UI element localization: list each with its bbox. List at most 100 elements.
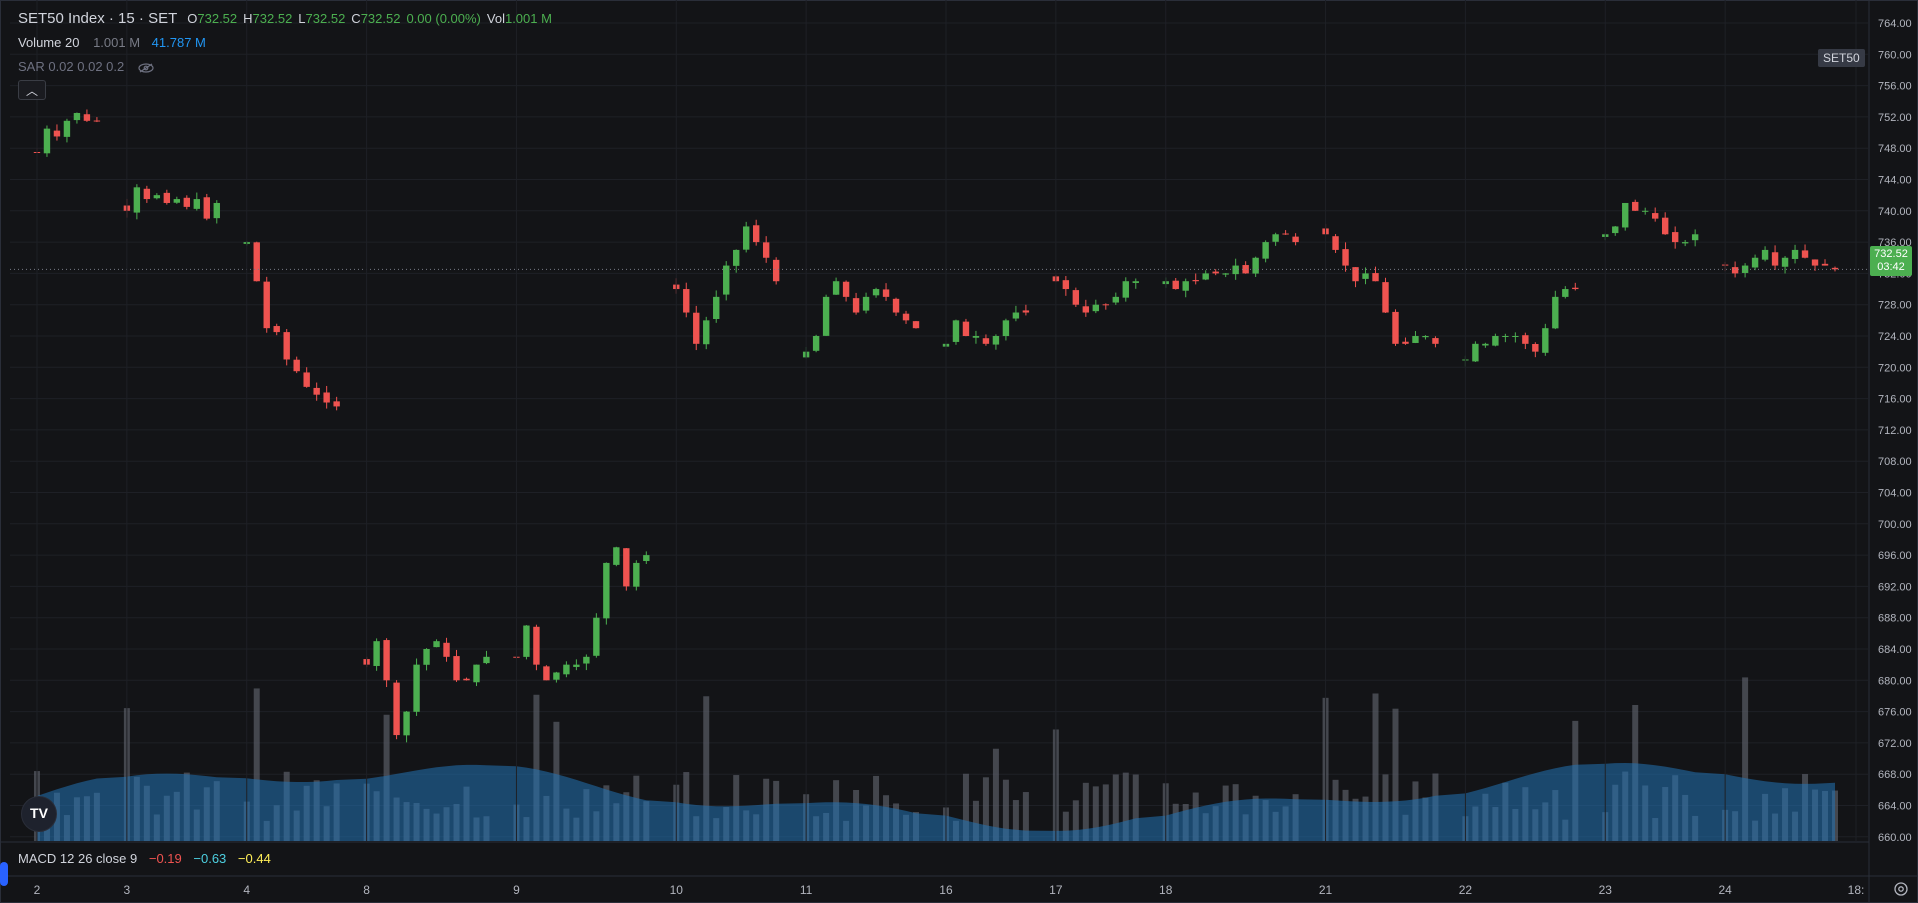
hidden-eye-icon[interactable] xyxy=(138,62,154,73)
x-tick-label: 11 xyxy=(800,883,813,897)
candle-body xyxy=(283,332,290,360)
volume-bar xyxy=(1102,784,1109,841)
candle-body xyxy=(1632,201,1639,211)
volume-bar xyxy=(1082,782,1089,841)
candle-body xyxy=(1412,336,1419,343)
candle-body xyxy=(443,642,450,657)
pane-resize-handle[interactable] xyxy=(0,862,8,886)
y-tick-label: 724.00 xyxy=(1878,331,1912,343)
last-price-value: 732.52 xyxy=(1874,248,1908,260)
candle-body xyxy=(1652,213,1659,219)
symbol-tag: SET50 xyxy=(1818,49,1865,67)
candle-body xyxy=(313,387,320,395)
candle-body xyxy=(1791,249,1799,259)
x-tick-label: 16 xyxy=(939,883,953,897)
candle-body xyxy=(812,336,820,351)
x-tick-label: 17 xyxy=(1049,883,1063,897)
high-value: 732.52 xyxy=(252,11,293,26)
candle-body xyxy=(583,656,590,664)
gear-icon[interactable] xyxy=(1893,881,1909,897)
candle-body xyxy=(1072,290,1080,305)
candle-body xyxy=(333,401,340,407)
x-tick-label: 4 xyxy=(243,883,250,897)
candle-body xyxy=(1012,312,1020,319)
y-tick-label: 664.00 xyxy=(1878,801,1912,813)
x-tick-label: 18 xyxy=(1159,883,1173,897)
macd-signal-value: −0.63 xyxy=(193,851,227,866)
y-tick-label: 668.00 xyxy=(1878,769,1912,781)
low-value: 732.52 xyxy=(305,11,346,26)
y-tick-label: 696.00 xyxy=(1878,550,1912,562)
candle-body xyxy=(962,321,970,336)
volume-bar xyxy=(982,777,989,841)
volume-bar xyxy=(972,800,979,841)
x-tick-label: 2 xyxy=(34,883,41,897)
macd-legend[interactable]: MACD 12 26 close 9 −0.19 −0.63 −0.44 xyxy=(18,851,275,866)
volume-bar xyxy=(1392,708,1399,841)
y-tick-label: 728.00 xyxy=(1878,300,1912,312)
candle-body xyxy=(1132,281,1139,283)
candle-body xyxy=(643,555,650,562)
sar-legend[interactable]: SAR 0.02 0.02 0.2 xyxy=(18,59,154,74)
candle-body xyxy=(83,114,91,121)
candle-body xyxy=(1112,296,1119,303)
candle-body xyxy=(1572,287,1579,290)
y-tick-label: 720.00 xyxy=(1878,362,1912,374)
candle-body xyxy=(483,656,490,664)
volume-bar xyxy=(1112,774,1119,841)
y-tick-label: 756.00 xyxy=(1878,81,1912,93)
candle-body xyxy=(1262,242,1269,259)
candle-body xyxy=(1502,336,1509,337)
symbol-title[interactable]: SET50 Index · 15 · SET xyxy=(18,10,178,27)
candle-body xyxy=(1512,336,1519,337)
candle-body xyxy=(1062,280,1070,290)
x-tick-label: 23 xyxy=(1599,883,1613,897)
candle-body xyxy=(1172,280,1179,290)
candle-body xyxy=(553,672,560,680)
candle-body xyxy=(63,120,71,137)
candle-body xyxy=(1771,252,1779,266)
collapse-legend-button[interactable]: ︿ xyxy=(18,80,46,100)
candle-body xyxy=(1612,226,1619,234)
volume-bar xyxy=(1012,800,1019,841)
candle-body xyxy=(1362,273,1369,279)
candle-body xyxy=(173,199,181,203)
candle-body xyxy=(463,678,470,681)
x-tick-label: 3 xyxy=(124,883,131,897)
candle-body xyxy=(1542,328,1549,353)
candle-body xyxy=(613,547,620,565)
candle-body xyxy=(1122,281,1129,298)
candle-body xyxy=(143,188,151,200)
volume-legend[interactable]: Volume 20 1.001 M 41.787 M xyxy=(18,35,210,50)
candle-body xyxy=(912,321,920,329)
volume-bar xyxy=(703,696,710,841)
candle-body xyxy=(53,130,61,137)
open-label: O xyxy=(187,11,198,26)
candle-body xyxy=(842,281,850,297)
low-label: L xyxy=(298,11,306,26)
logo-text: TV xyxy=(30,805,48,821)
y-tick-label: 740.00 xyxy=(1878,206,1912,218)
last-price-label: 732.52 03:42 xyxy=(1870,246,1912,276)
macd-hist-value: −0.44 xyxy=(237,851,271,866)
candle-body xyxy=(1472,343,1479,362)
candle-body xyxy=(1242,265,1249,274)
y-tick-label: 692.00 xyxy=(1878,581,1912,593)
tradingview-logo[interactable]: TV xyxy=(21,796,57,832)
y-tick-label: 700.00 xyxy=(1878,519,1912,531)
candle-body xyxy=(1761,249,1769,260)
candle-body xyxy=(952,320,960,342)
x-tick-label: 8 xyxy=(363,883,370,897)
volume-bar xyxy=(992,748,999,841)
candle-body xyxy=(193,199,200,209)
volume-bar xyxy=(962,773,969,841)
candle-body xyxy=(253,242,260,282)
candle-body xyxy=(1342,249,1349,266)
x-tick-label: 18: xyxy=(1848,883,1865,897)
candle-body xyxy=(752,225,760,243)
candle-body xyxy=(1661,217,1669,235)
candle-body xyxy=(1622,202,1629,228)
candle-body xyxy=(1382,282,1389,313)
candle-body xyxy=(1372,273,1379,282)
